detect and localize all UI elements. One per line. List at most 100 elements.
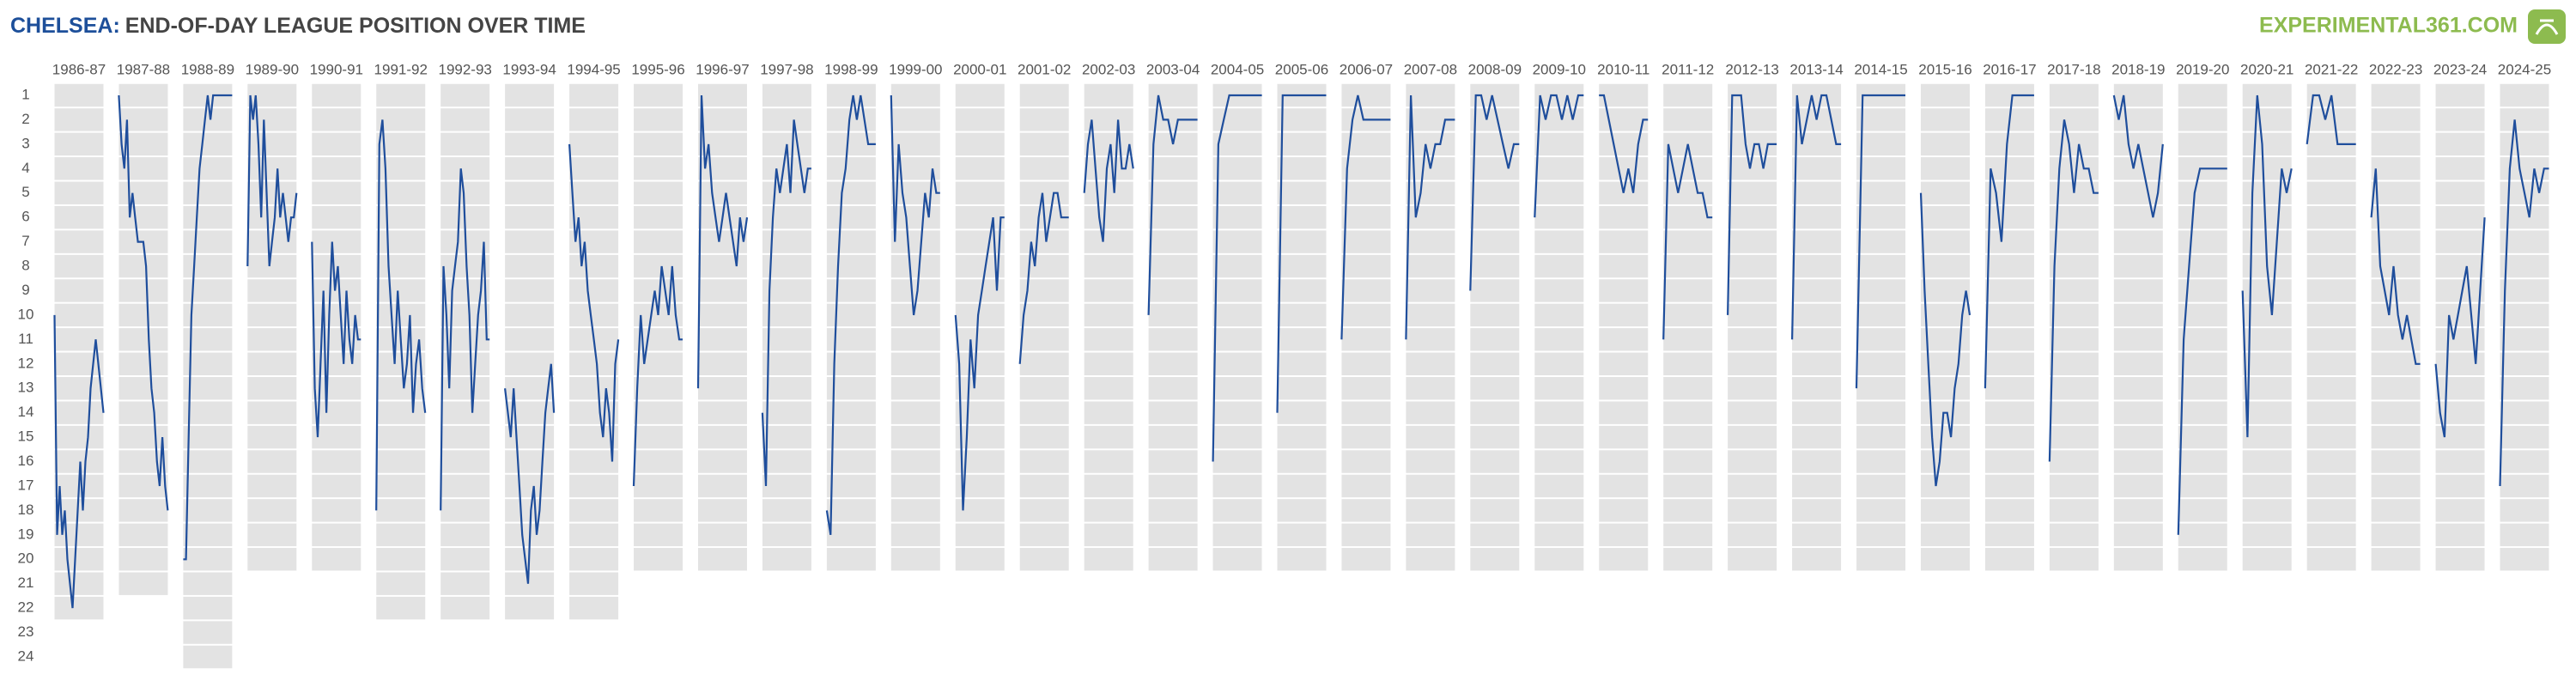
position-row — [569, 83, 619, 107]
position-row — [1856, 303, 1906, 327]
position-row — [2500, 352, 2549, 375]
position-row — [1212, 157, 1262, 180]
position-row — [2500, 279, 2549, 302]
position-line — [954, 216, 1005, 511]
season-label: 1997-98 — [760, 61, 813, 77]
position-row — [762, 328, 811, 351]
position-row — [505, 303, 555, 327]
position-line — [1212, 94, 1262, 462]
position-row — [1341, 548, 1391, 571]
position-row — [890, 499, 940, 522]
position-row — [312, 474, 361, 498]
position-row — [1728, 474, 1777, 498]
position-row — [2113, 548, 2163, 571]
position-row — [1792, 352, 1842, 375]
position-row — [1406, 499, 1455, 522]
position-row — [54, 548, 104, 571]
position-row — [634, 425, 683, 449]
position-row — [1148, 181, 1198, 204]
position-row — [376, 596, 426, 620]
position-row — [697, 279, 747, 302]
position-row — [634, 450, 683, 473]
position-row — [183, 621, 233, 644]
position-row — [1084, 230, 1133, 253]
position-row — [183, 205, 233, 229]
position-row — [118, 548, 168, 571]
position-row — [2500, 303, 2549, 327]
position-row — [247, 401, 297, 424]
position-row — [54, 157, 104, 180]
position-row — [2178, 450, 2227, 473]
position-row — [2371, 352, 2421, 375]
season-label: 2023-24 — [2433, 61, 2487, 77]
position-row — [1019, 83, 1069, 107]
position-row — [312, 401, 361, 424]
position-row — [1470, 377, 1520, 400]
position-row — [762, 401, 811, 424]
position-row — [1341, 254, 1391, 278]
chart-title: CHELSEA: END-OF-DAY LEAGUE POSITION OVER … — [10, 14, 586, 38]
season-label: 2016-17 — [1983, 61, 2036, 77]
position-row — [1663, 548, 1713, 571]
season-label: 2008-09 — [1468, 61, 1522, 77]
position-row — [2371, 157, 2421, 180]
season-label: 2010-11 — [1597, 61, 1649, 77]
position-row — [2113, 401, 2163, 424]
position-row — [1406, 83, 1455, 107]
position-row — [1341, 450, 1391, 473]
position-row — [1470, 425, 1520, 449]
position-row — [118, 279, 168, 302]
position-row — [440, 377, 490, 400]
position-row — [569, 157, 619, 180]
position-row — [1856, 279, 1906, 302]
position-row — [2242, 377, 2292, 400]
position-row — [1599, 377, 1649, 400]
position-row — [1212, 303, 1262, 327]
position-row — [1984, 548, 2034, 571]
position-row — [2500, 548, 2549, 571]
position-row — [505, 279, 555, 302]
position-row — [1663, 450, 1713, 473]
position-row — [2371, 425, 2421, 449]
position-row — [955, 377, 1005, 400]
position-row — [247, 157, 297, 180]
position-row — [183, 132, 233, 156]
position-row — [1663, 352, 1713, 375]
position-row — [2242, 181, 2292, 204]
position-row — [376, 181, 426, 204]
position-row — [1212, 425, 1262, 449]
position-row — [54, 377, 104, 400]
position-row — [1728, 230, 1777, 253]
position-row — [2049, 450, 2099, 473]
position-row — [312, 181, 361, 204]
position-row — [54, 572, 104, 595]
position-row — [312, 548, 361, 571]
position-row — [505, 499, 555, 522]
position-row — [697, 425, 747, 449]
position-row — [697, 303, 747, 327]
position-line — [632, 265, 683, 487]
position-row — [1148, 523, 1198, 547]
position-row — [505, 205, 555, 229]
position-row — [247, 352, 297, 375]
position-row — [1470, 181, 1520, 204]
y-tick-label: 8 — [21, 258, 29, 274]
position-row — [762, 474, 811, 498]
position-row — [118, 205, 168, 229]
position-row — [376, 523, 426, 547]
position-row — [2113, 181, 2163, 204]
position-row — [183, 474, 233, 498]
position-row — [118, 572, 168, 595]
position-row — [890, 401, 940, 424]
position-row — [1084, 83, 1133, 107]
position-row — [2371, 474, 2421, 498]
position-row — [1534, 83, 1584, 107]
position-row — [376, 499, 426, 522]
position-row — [2113, 108, 2163, 131]
position-row — [505, 157, 555, 180]
position-row — [826, 279, 876, 302]
position-row — [1984, 279, 2034, 302]
season-label: 1994-95 — [567, 61, 620, 77]
season-label: 2015-16 — [1918, 61, 1971, 77]
